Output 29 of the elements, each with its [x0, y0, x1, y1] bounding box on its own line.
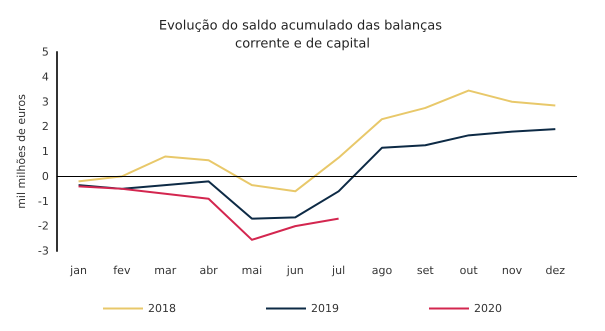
x-tick-label: ago — [372, 264, 392, 277]
x-tick-label: nov — [502, 264, 523, 277]
line-series — [78, 90, 556, 192]
x-tick-label: set — [416, 264, 434, 277]
legend-label: 2018 — [148, 302, 176, 315]
y-axis-title: mil milhões de euros — [15, 94, 28, 209]
x-tick-label: jul — [331, 264, 346, 277]
x-tick-label: mai — [242, 264, 262, 277]
y-tick-label: -2 — [38, 220, 49, 233]
y-tick-label: 4 — [42, 70, 49, 84]
x-tick-label: out — [460, 264, 478, 277]
y-tick-label: 0 — [42, 170, 49, 183]
x-tick-label: jan — [69, 264, 87, 277]
chart-title: Evolução do saldo acumulado das balanças corrente e de capital — [158, 18, 446, 52]
y-tick-label: -3 — [38, 244, 49, 258]
y-tick-label: -1 — [38, 194, 49, 208]
legend-label: 2019 — [311, 302, 340, 315]
x-tick-label: fev — [113, 264, 131, 277]
x-tick-label: mar — [154, 264, 177, 277]
x-tick-label: dez — [546, 264, 566, 277]
y-tick-label: 2 — [42, 120, 49, 134]
x-tick-label: abr — [199, 264, 218, 277]
y-tick-label: 5 — [42, 46, 49, 58]
line-series — [78, 128, 556, 220]
y-tick-label: 3 — [42, 95, 49, 108]
x-tick-label: jun — [286, 264, 304, 277]
legend-label: 2020 — [474, 302, 502, 315]
line-series — [78, 185, 340, 241]
y-tick-label: 1 — [42, 145, 49, 158]
